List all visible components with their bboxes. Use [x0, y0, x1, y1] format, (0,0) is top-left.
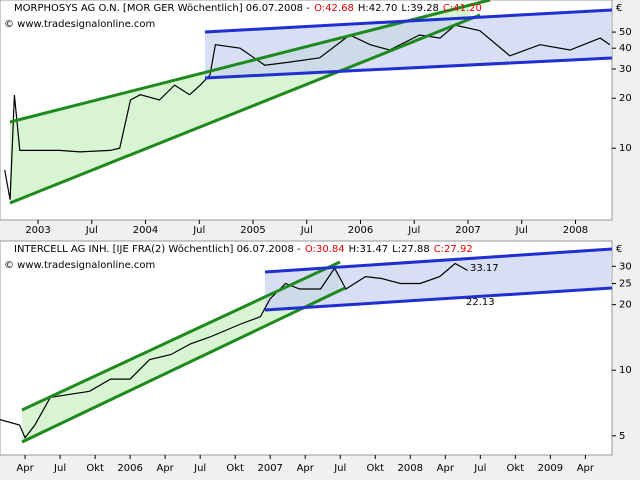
x-tick-label: Jul [473, 463, 486, 474]
trend-line [204, 56, 613, 80]
currency: € [616, 244, 622, 255]
ohlc-value: O:42.68 [314, 3, 354, 14]
title-text: MORPHOSYS AG O.N. [MOR GER Wöchentlich] … [14, 3, 310, 14]
y-tick-label: 20 [619, 93, 632, 104]
currency: € [616, 3, 622, 14]
x-tick-label: Jul [85, 225, 98, 236]
title-text: INTERCELL AG INH. [IJE FRA(2) Wöchentlic… [14, 244, 301, 255]
trend-line [21, 286, 346, 444]
x-tick-label: Apr [437, 463, 455, 474]
y-tick-label: 25 [619, 279, 632, 290]
x-tick-label: Jul [333, 463, 346, 474]
x-tick-label: Okt [226, 463, 244, 474]
ohlc-value: L:39.28 [401, 3, 439, 14]
ohlc-value: L:27.88 [392, 244, 430, 255]
channel-lines [9, 0, 613, 444]
ohlc-value: H:31.47 [349, 244, 389, 255]
x-tick-label: Apr [577, 463, 595, 474]
ohlc-value: C:27.92 [434, 244, 473, 255]
x-tick-label: Jul [300, 225, 313, 236]
trend-line [264, 247, 613, 274]
x-tick-label: 2004 [133, 225, 158, 236]
x-tick-label: Jul [515, 225, 528, 236]
y-tick-label: 20 [619, 300, 632, 311]
annotation: 22.13 [466, 297, 495, 308]
marks [0, 24, 616, 459]
ohlc-value: C:41.20 [443, 3, 482, 14]
y-tick-label: 10 [619, 143, 632, 154]
chart-title: MORPHOSYS AG O.N. [MOR GER Wöchentlich] … [14, 3, 482, 14]
trend-line [21, 260, 341, 412]
y-tick-label: 40 [619, 43, 632, 54]
x-tick-label: Apr [297, 463, 315, 474]
channels [10, 3, 612, 442]
price-line [4, 24, 611, 200]
x-tick-label: 2008 [398, 463, 423, 474]
x-tick-label: 2007 [455, 225, 480, 236]
trend-line [264, 286, 613, 312]
x-tick-label: Apr [16, 463, 34, 474]
y-tick-label: 5 [619, 431, 625, 442]
x-tick-label: 2008 [563, 225, 588, 236]
x-tick-label: Jul [192, 225, 205, 236]
x-tick-label: Apr [156, 463, 174, 474]
x-tick-label: 2006 [117, 463, 142, 474]
x-tick-label: Okt [507, 463, 525, 474]
copyright: © www.tradesignalonline.com [4, 260, 155, 271]
trend-line [204, 8, 613, 34]
green-channel [22, 265, 340, 442]
chart-title: INTERCELL AG INH. [IJE FRA(2) Wöchentlic… [14, 244, 473, 255]
y-tick-label: 30 [619, 64, 632, 75]
x-tick-label: Okt [86, 463, 104, 474]
x-tick-label: 2007 [257, 463, 282, 474]
annotation: 33.17 [470, 263, 499, 274]
x-tick-label: Jul [53, 463, 66, 474]
y-tick-label: 30 [619, 261, 632, 272]
blue-channel [265, 249, 612, 310]
labels: 10 20 30 40 50 2003 Jul 2004 Jul 2005 Jul 2006 Jul 20… [4, 3, 632, 474]
ohlc-value: H:42.70 [358, 3, 398, 14]
trend-line [9, 13, 481, 205]
price-line [0, 262, 468, 439]
x-tick-label: Jul [193, 463, 206, 474]
x-tick-label: 2009 [538, 463, 563, 474]
ohlc-value: O:30.84 [305, 244, 345, 255]
x-tick-label: 2005 [240, 225, 265, 236]
y-tick-label: 50 [619, 27, 632, 38]
x-tick-label: Jul [407, 225, 420, 236]
copyright: © www.tradesignalonline.com [4, 19, 155, 30]
y-tick-label: 10 [619, 365, 632, 376]
x-tick-label: 2006 [348, 225, 373, 236]
x-tick-label: Okt [366, 463, 384, 474]
x-tick-label: 2003 [25, 225, 50, 236]
